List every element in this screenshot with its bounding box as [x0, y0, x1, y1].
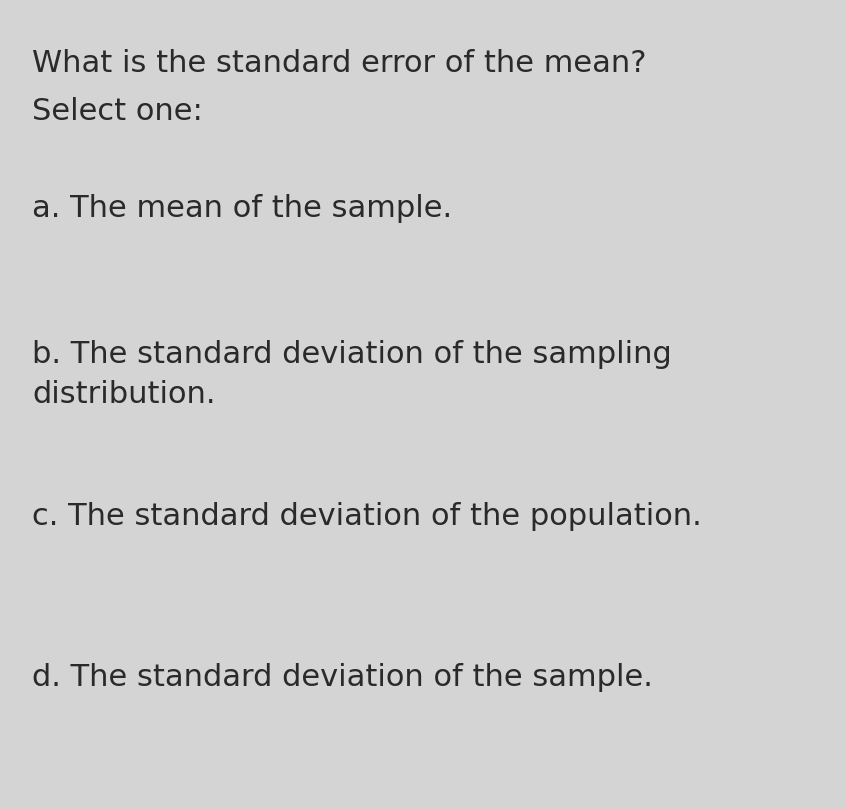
- Text: b. The standard deviation of the sampling
distribution.: b. The standard deviation of the samplin…: [32, 340, 672, 409]
- Text: Select one:: Select one:: [32, 97, 203, 126]
- Text: d. The standard deviation of the sample.: d. The standard deviation of the sample.: [32, 663, 653, 693]
- Text: c. The standard deviation of the population.: c. The standard deviation of the populat…: [32, 502, 702, 531]
- Text: What is the standard error of the mean?: What is the standard error of the mean?: [32, 49, 646, 78]
- Text: a. The mean of the sample.: a. The mean of the sample.: [32, 194, 453, 223]
